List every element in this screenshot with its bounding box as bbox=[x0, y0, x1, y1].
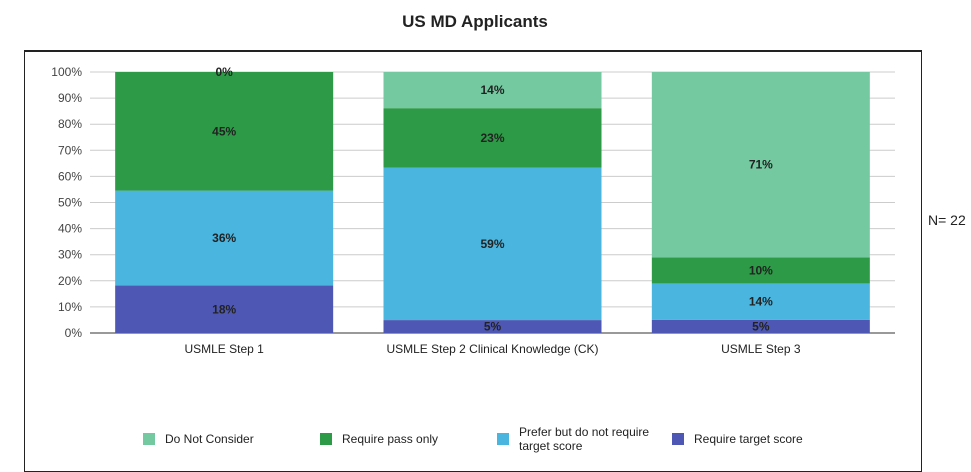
x-tick-label: USMLE Step 1 bbox=[184, 342, 264, 356]
legend-label: Do Not Consider bbox=[165, 432, 254, 446]
data-label: 10% bbox=[749, 263, 773, 277]
y-tick-label: 50% bbox=[58, 196, 82, 210]
data-label: 59% bbox=[480, 237, 504, 251]
legend-swatch bbox=[320, 433, 332, 445]
y-tick-label: 30% bbox=[58, 248, 82, 262]
chart-title: US MD Applicants bbox=[402, 12, 548, 31]
data-label: 14% bbox=[749, 295, 773, 309]
y-tick-label: 40% bbox=[58, 222, 82, 236]
y-tick-label: 20% bbox=[58, 274, 82, 288]
x-tick-label: USMLE Step 2 Clinical Knowledge (CK) bbox=[386, 342, 598, 356]
data-label: 71% bbox=[749, 158, 773, 172]
legend-label: Prefer but do not require target score bbox=[519, 425, 650, 453]
y-tick-label: 70% bbox=[58, 143, 82, 157]
bar-segment bbox=[383, 108, 602, 168]
legend-label: Require pass only bbox=[342, 432, 439, 446]
bar-segment bbox=[115, 72, 334, 191]
data-label: 36% bbox=[212, 231, 236, 245]
bar-segment bbox=[383, 320, 602, 333]
data-label: 5% bbox=[484, 320, 502, 334]
legend-item: Prefer but do not require target score bbox=[497, 425, 664, 453]
legend-swatch bbox=[672, 433, 684, 445]
data-label: 23% bbox=[480, 131, 504, 145]
data-label: 18% bbox=[212, 302, 236, 316]
data-label: 0% bbox=[215, 65, 233, 79]
x-tick-label: USMLE Step 3 bbox=[721, 342, 801, 356]
legend-item: Require pass only bbox=[320, 432, 438, 446]
legend-swatch bbox=[143, 433, 155, 445]
bar-segment bbox=[115, 190, 334, 286]
data-label: 5% bbox=[752, 319, 770, 333]
legend-item: Require target score bbox=[672, 432, 803, 446]
y-tick-label: 0% bbox=[65, 326, 83, 340]
legend-item: Do Not Consider bbox=[143, 432, 254, 446]
bar-segment bbox=[383, 72, 602, 109]
bar-segment bbox=[651, 319, 870, 333]
y-tick-label: 80% bbox=[58, 117, 82, 131]
y-tick-label: 10% bbox=[58, 300, 82, 314]
sample-size-annotation: N= 22 bbox=[928, 212, 966, 228]
y-tick-label: 90% bbox=[58, 91, 82, 105]
bar-segment bbox=[115, 285, 334, 333]
legend-swatch bbox=[497, 433, 509, 445]
data-label: 45% bbox=[212, 124, 236, 138]
bar-segment bbox=[651, 72, 870, 258]
bar-segment bbox=[383, 167, 602, 321]
y-tick-label: 100% bbox=[51, 65, 82, 79]
data-label: 14% bbox=[480, 83, 504, 97]
bar-segment bbox=[651, 283, 870, 320]
legend-label: Require target score bbox=[694, 432, 803, 446]
y-tick-label: 60% bbox=[58, 169, 82, 183]
bar-segment bbox=[651, 257, 870, 284]
